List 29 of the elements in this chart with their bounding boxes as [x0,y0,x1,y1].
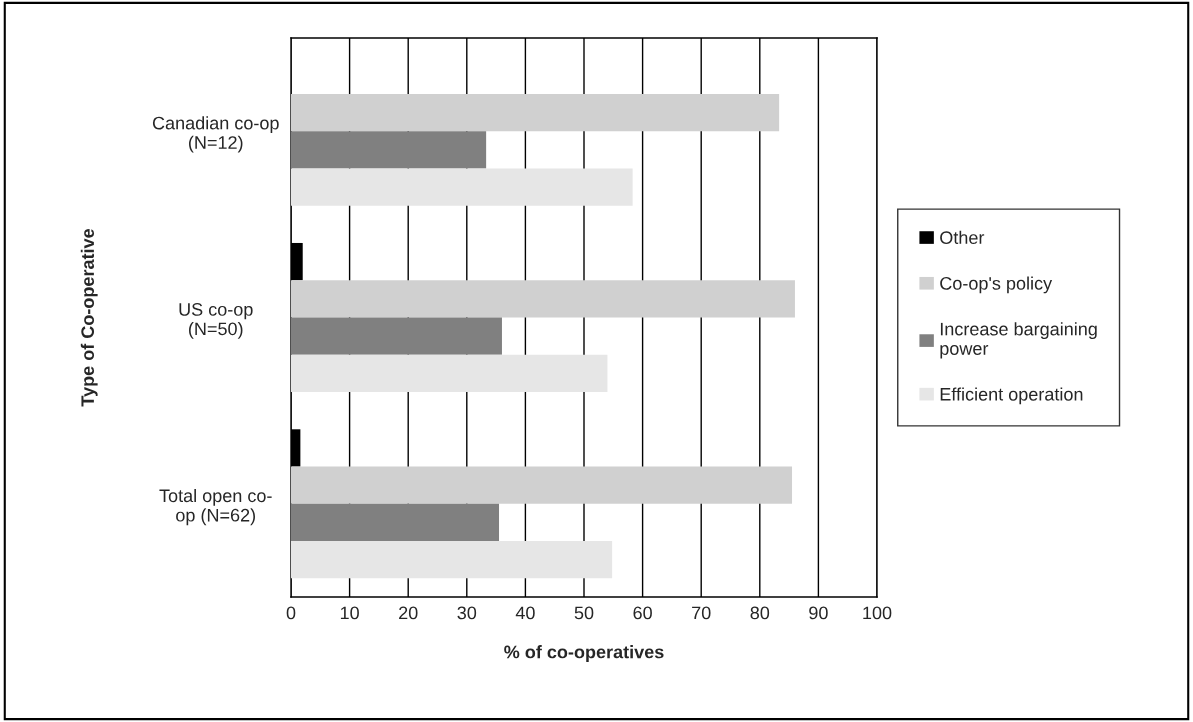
legend-label: Efficient operation [940,387,1083,405]
x-tick-label: 80 [750,606,770,620]
y-tick-label: US co-op (N=50) [179,303,253,339]
y-tick-label: Total open co- op (N=62) [159,488,272,526]
legend-label: Other [940,230,985,245]
bar [291,466,793,504]
x-tick-label: 100 [863,606,892,620]
bar [291,541,613,579]
legend-label: Co-op's policy [940,276,1053,294]
x-axis-title: % of co-operatives [504,645,664,662]
x-tick-label: 70 [692,606,711,620]
bar [291,317,502,355]
x-tick-label: 40 [515,606,535,620]
bar [291,280,795,318]
x-tick-label: 20 [399,606,418,620]
bar [291,503,500,542]
x-tick-label: 50 [574,606,594,620]
x-tick-label: 60 [633,606,652,620]
legend-label: Increase bargaining power [940,322,1097,359]
x-tick-label: 30 [457,606,477,620]
bar [291,131,487,169]
y-axis-title: Type of Co-operative [80,228,98,407]
bar [291,93,780,132]
bar [291,354,608,393]
y-tick-label: Canadian co-op (N=12) [152,116,279,153]
x-tick-label: 90 [809,606,828,620]
bar [291,168,633,206]
x-tick-label: 10 [340,606,359,620]
x-tick-label: 0 [286,606,296,620]
